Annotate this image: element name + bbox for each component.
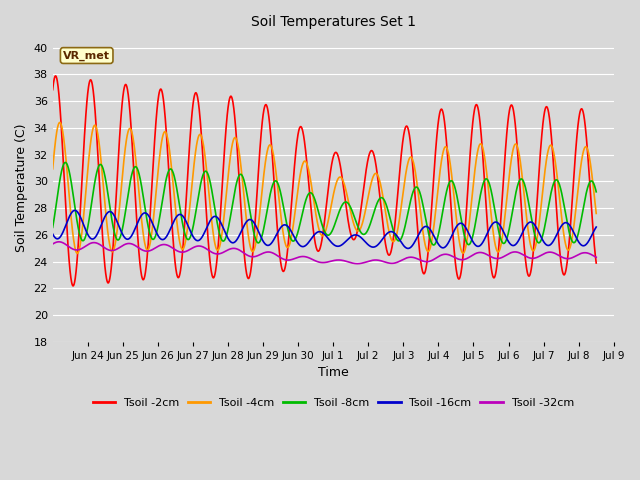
Tsoil -8cm [299,209,307,215]
Tsoil -8cm [314,204,321,210]
Tsoil -4cm [577,164,584,169]
Tsoil -2cm [577,107,584,113]
Tsoil -16cm [71,207,79,213]
Tsoil -2cm [314,248,321,253]
Tsoil -4cm [56,120,63,125]
Tsoil -8cm [61,159,69,165]
Y-axis label: Soil Temperature (C): Soil Temperature (C) [15,124,28,252]
Text: VR_met: VR_met [63,50,110,60]
Tsoil -8cm [577,218,585,224]
Tsoil -2cm [300,130,307,136]
Tsoil -4cm [49,166,56,172]
Tsoil -2cm [593,260,600,266]
Tsoil -32cm [55,239,63,245]
Line: Tsoil -4cm: Tsoil -4cm [52,122,596,253]
Tsoil -2cm [52,73,60,79]
Tsoil -32cm [577,251,584,256]
Tsoil -4cm [577,162,585,168]
X-axis label: Time: Time [318,367,349,380]
Title: Soil Temperatures Set 1: Soil Temperatures Set 1 [251,15,416,29]
Tsoil -2cm [77,196,84,202]
Tsoil -4cm [593,211,600,216]
Tsoil -16cm [477,241,485,247]
Tsoil -16cm [577,242,585,248]
Tsoil -16cm [77,215,84,220]
Legend: Tsoil -2cm, Tsoil -4cm, Tsoil -8cm, Tsoil -16cm, Tsoil -32cm: Tsoil -2cm, Tsoil -4cm, Tsoil -8cm, Tsoi… [88,394,579,412]
Line: Tsoil -32cm: Tsoil -32cm [52,242,596,264]
Tsoil -8cm [593,189,600,195]
Tsoil -32cm [354,261,362,266]
Tsoil -32cm [477,250,485,255]
Tsoil -8cm [430,242,438,248]
Tsoil -8cm [477,188,485,194]
Tsoil -32cm [49,241,56,247]
Tsoil -16cm [404,246,412,252]
Tsoil -4cm [477,141,485,147]
Tsoil -16cm [314,229,321,235]
Tsoil -32cm [577,251,585,256]
Tsoil -8cm [77,235,84,240]
Line: Tsoil -8cm: Tsoil -8cm [52,162,596,245]
Tsoil -8cm [49,225,56,230]
Tsoil -16cm [593,224,600,230]
Tsoil -32cm [314,259,321,264]
Tsoil -16cm [577,241,584,247]
Tsoil -16cm [299,244,307,250]
Tsoil -2cm [477,132,485,138]
Tsoil -32cm [593,254,600,260]
Tsoil -2cm [69,283,77,289]
Tsoil -8cm [577,219,584,225]
Tsoil -32cm [299,253,307,259]
Tsoil -4cm [314,220,321,226]
Line: Tsoil -2cm: Tsoil -2cm [52,76,596,286]
Tsoil -4cm [300,160,307,166]
Tsoil -16cm [49,231,56,237]
Tsoil -4cm [77,237,84,243]
Line: Tsoil -16cm: Tsoil -16cm [52,210,596,249]
Tsoil -4cm [74,251,81,256]
Tsoil -2cm [577,107,585,112]
Tsoil -32cm [77,246,84,252]
Tsoil -2cm [49,87,56,93]
